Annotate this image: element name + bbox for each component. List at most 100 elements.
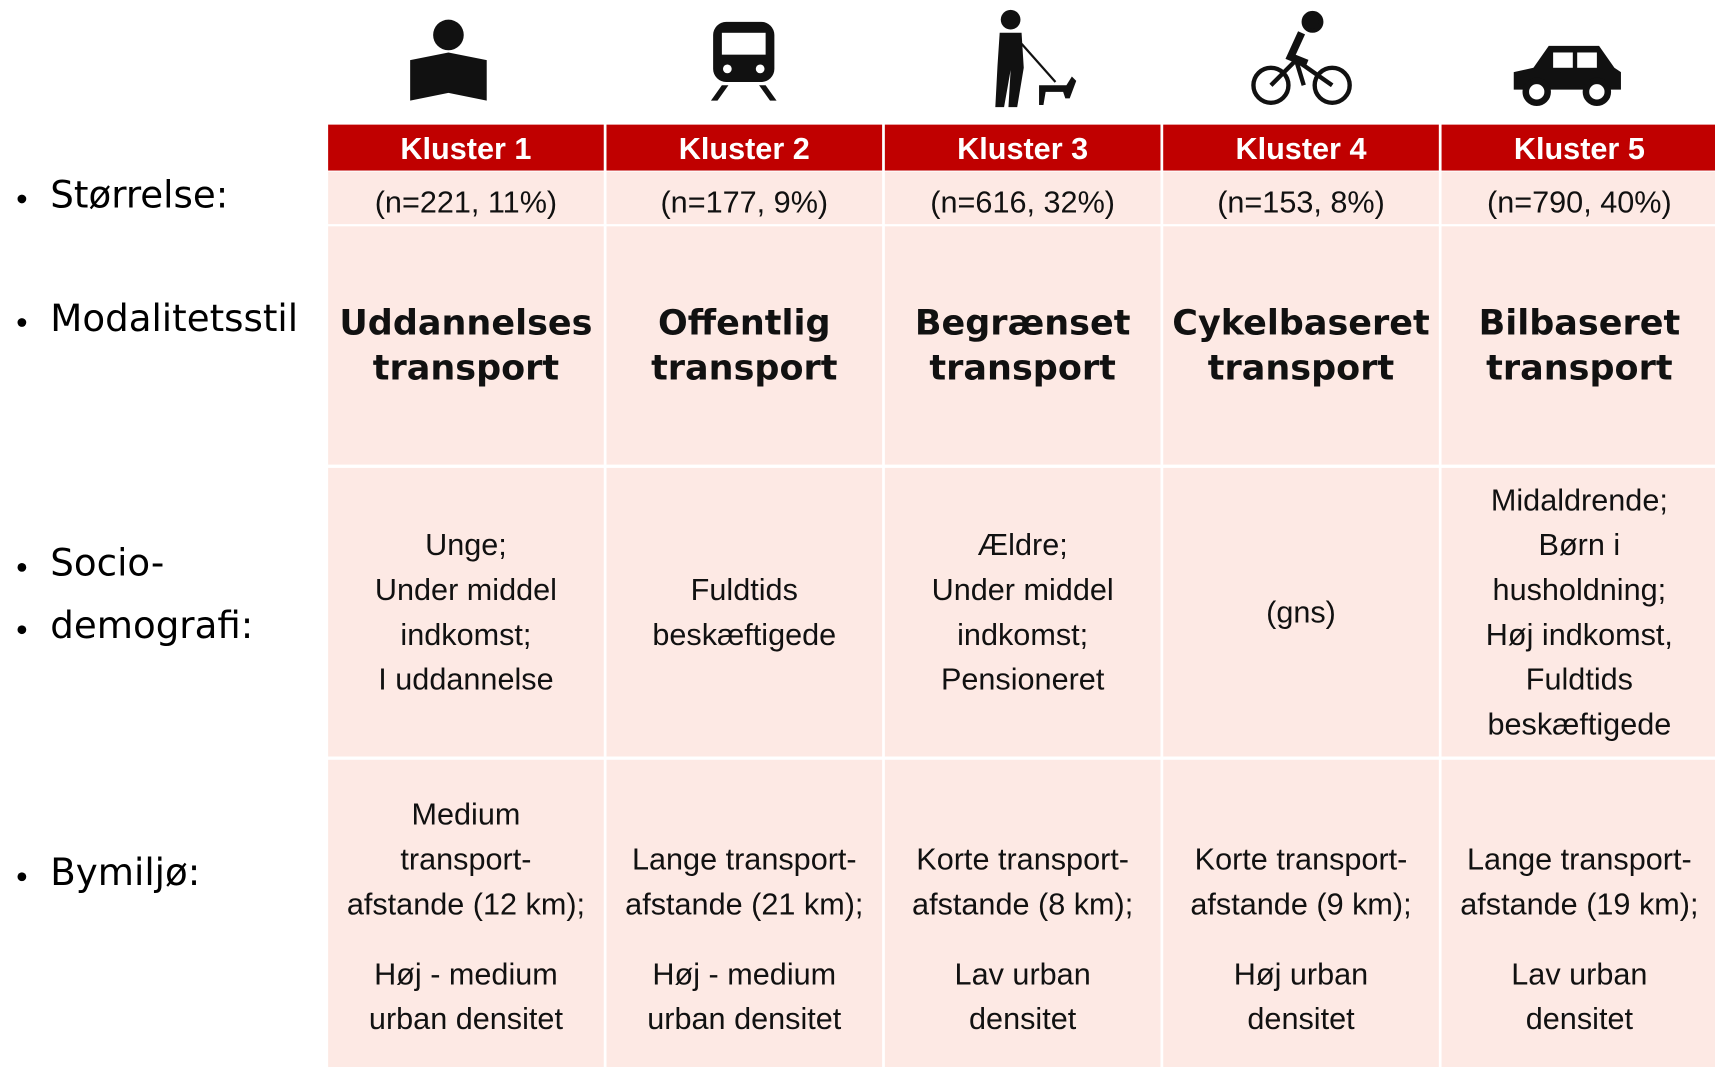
reader-icon <box>410 19 487 101</box>
cell <box>884 226 1161 465</box>
density-text: densitet <box>969 1002 1077 1036</box>
distance-text: afstande (12 km); <box>347 887 585 921</box>
density-text: Høj urban <box>1234 957 1368 991</box>
socio-text: Ældre; <box>978 528 1068 562</box>
cell <box>606 226 883 465</box>
socio-text: Børn i <box>1539 528 1621 562</box>
socio-text: beskæftigede <box>1487 708 1671 742</box>
bullet <box>17 872 27 882</box>
train-icon <box>710 21 777 101</box>
density-text: Lav urban <box>955 957 1091 991</box>
socio-text: husholdning; <box>1493 573 1667 607</box>
row-label: demografi: <box>50 603 253 647</box>
bullet <box>17 625 27 635</box>
row-label: Modalitetsstil <box>50 296 298 340</box>
header-cell <box>606 124 883 171</box>
density-text: Lav urban <box>1511 957 1647 991</box>
density-text: urban densitet <box>647 1002 842 1036</box>
socio-text: Høj indkomst, <box>1486 618 1673 652</box>
distance-text: afstande (19 km); <box>1460 887 1698 921</box>
cell <box>606 171 883 225</box>
bike-icon <box>1251 10 1352 105</box>
cluster-size: (n=153, 8%) <box>1217 186 1385 220</box>
socio-text: Fuldtids <box>691 573 798 607</box>
cell <box>884 759 1161 1067</box>
cluster-name: Kluster 3 <box>957 132 1088 166</box>
cluster-name: Kluster 2 <box>679 132 810 166</box>
socio-text: I uddannelse <box>378 663 553 697</box>
bullet <box>17 194 27 204</box>
socio-text: Fuldtids <box>1526 663 1633 697</box>
cluster-size: (n=221, 11%) <box>375 186 557 220</box>
modality-style: transport <box>651 349 837 389</box>
modality-style: Bilbaseret <box>1479 304 1681 344</box>
modality-style: transport <box>1208 349 1394 389</box>
header-cell <box>1441 124 1715 171</box>
socio-text: indkomst; <box>400 618 531 652</box>
modality-style: transport <box>1486 349 1672 389</box>
cluster-name: Kluster 1 <box>400 132 531 166</box>
cluster-size: (n=616, 32%) <box>930 186 1115 220</box>
cluster-name: Kluster 5 <box>1514 132 1645 166</box>
cell <box>1163 759 1439 1067</box>
density-text: densitet <box>1526 1002 1634 1036</box>
density-text: Høj - medium <box>652 957 836 991</box>
modality-style: transport <box>929 349 1115 389</box>
socio-text: Pensioneret <box>941 663 1105 697</box>
cell <box>884 171 1161 225</box>
modality-style: Offentlig <box>658 304 831 344</box>
cell <box>1163 226 1439 465</box>
header-cell <box>884 124 1161 171</box>
distance-text: Lange transport- <box>1467 843 1692 877</box>
distance-text: afstande (9 km); <box>1190 887 1411 921</box>
row-label: Størrelse: <box>50 172 228 216</box>
socio-text: Unge; <box>425 528 507 562</box>
density-text: Høj - medium <box>374 957 558 991</box>
socio-text: Under middel <box>932 573 1114 607</box>
density-text: urban densitet <box>369 1002 564 1036</box>
cell <box>1441 171 1715 225</box>
cell <box>328 226 604 465</box>
distance-text: Korte transport- <box>1195 843 1408 877</box>
socio-text: Midaldrende; <box>1491 483 1668 517</box>
row-label: Bymiljø: <box>50 850 200 894</box>
density-text: densitet <box>1247 1002 1355 1036</box>
distance-text: Lange transport- <box>632 843 857 877</box>
modality-style: Uddannelses <box>339 304 592 344</box>
socio-text: indkomst; <box>957 618 1088 652</box>
cluster-name: Kluster 4 <box>1236 132 1367 166</box>
distance-text: Korte transport- <box>916 843 1129 877</box>
cell <box>328 171 604 225</box>
modality-style: Cykelbaseret <box>1172 304 1429 344</box>
cluster-size: (n=177, 9%) <box>660 186 828 220</box>
distance-text: Medium <box>411 798 520 832</box>
cluster-size: (n=790, 40%) <box>1487 186 1672 220</box>
cell <box>328 467 604 757</box>
header-cell <box>1163 124 1439 171</box>
icons <box>410 9 1621 108</box>
cell <box>606 467 883 757</box>
modality-style: transport <box>373 349 559 389</box>
header-cell <box>328 124 604 171</box>
cell <box>1163 171 1439 225</box>
socio-text: (gns) <box>1266 595 1336 629</box>
socio-text: beskæftigede <box>652 618 836 652</box>
bullet <box>17 563 27 572</box>
car-icon <box>1513 45 1621 107</box>
cell <box>328 759 604 1067</box>
row-label: Socio- <box>50 541 164 585</box>
cell <box>1441 759 1715 1067</box>
cell <box>1441 226 1715 465</box>
cell <box>1163 467 1439 757</box>
distance-text: afstande (8 km); <box>912 887 1133 921</box>
distance-text: transport- <box>400 843 531 877</box>
walker-icon <box>995 9 1077 108</box>
cell <box>606 759 883 1067</box>
cell <box>884 467 1161 757</box>
socio-text: Under middel <box>375 573 557 607</box>
cell <box>1441 467 1715 757</box>
distance-text: afstande (21 km); <box>625 887 863 921</box>
modality-style: Begrænset <box>915 304 1131 344</box>
